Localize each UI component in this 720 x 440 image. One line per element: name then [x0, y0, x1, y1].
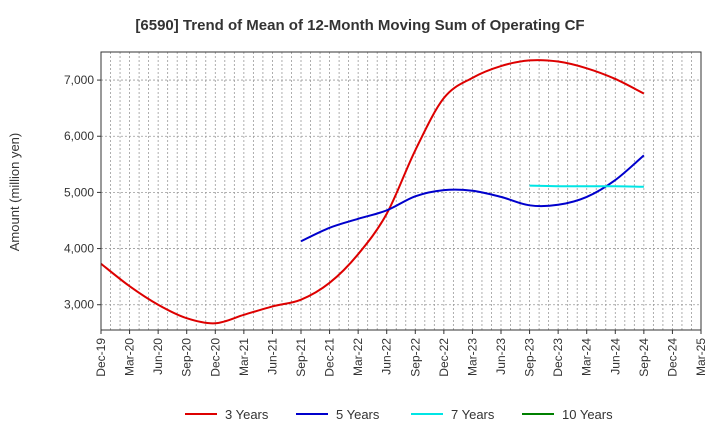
x-tick-label: Sep-22	[408, 338, 422, 377]
series-lines	[100, 59, 645, 325]
x-tick-label: Mar-21	[237, 338, 251, 376]
x-tick-label: Mar-25	[694, 338, 708, 376]
grid	[101, 52, 701, 330]
legend: 3 Years 5 Years 7 Years 10 Years	[185, 407, 613, 422]
x-tick-label: Dec-19	[94, 338, 108, 377]
x-tick-label: Dec-24	[665, 338, 679, 377]
legend-label: 5 Years	[336, 407, 380, 422]
legend-item-5-years: 5 Years	[296, 407, 380, 422]
legend-label: 7 Years	[451, 407, 495, 422]
legend-item-3-years: 3 Years	[185, 407, 269, 422]
y-tick-label: 7,000	[64, 73, 94, 87]
x-tick-label: Dec-23	[551, 338, 565, 377]
x-tick-label: Sep-24	[637, 338, 651, 377]
x-tick-label: Dec-20	[208, 338, 222, 377]
legend-item-10-years: 10 Years	[522, 407, 613, 422]
x-tick-label: Mar-22	[351, 338, 365, 376]
x-tick-label: Jun-23	[494, 338, 508, 375]
y-tick-label: 5,000	[64, 185, 94, 199]
legend-label: 3 Years	[225, 407, 269, 422]
y-tick-label: 4,000	[64, 242, 94, 256]
x-tick-label: Jun-21	[265, 338, 279, 375]
x-tick-label: Mar-20	[123, 338, 137, 376]
x-tick-label: Dec-22	[437, 338, 451, 377]
x-tick-label: Dec-21	[323, 338, 337, 377]
x-tick-label: Sep-23	[523, 338, 537, 377]
y-ticks: 3,000 4,000 5,000 6,000 7,000	[64, 73, 101, 312]
chart-title: [6590] Trend of Mean of 12-Month Moving …	[135, 17, 584, 34]
x-tick-label: Jun-20	[151, 338, 165, 375]
x-tick-label: Sep-20	[180, 338, 194, 377]
series-line-5-years	[300, 154, 645, 243]
plot-frame	[100, 51, 702, 331]
x-tick-label: Mar-24	[580, 338, 594, 376]
y-axis-label: Amount (million yen)	[7, 133, 22, 252]
y-tick-label: 6,000	[64, 129, 94, 143]
x-ticks: Dec-19 Mar-20 Jun-20 Sep-20 Dec-20 Mar-21 Jun-…	[94, 330, 708, 377]
x-tick-label: Jun-24	[608, 338, 622, 375]
series-line-7-years	[529, 184, 644, 188]
legend-item-7-years: 7 Years	[411, 407, 495, 422]
series-line-3-years	[100, 59, 645, 325]
x-tick-label: Jun-22	[380, 338, 394, 375]
legend-label: 10 Years	[562, 407, 613, 422]
x-tick-label: Sep-21	[294, 338, 308, 377]
x-tick-label: Mar-23	[465, 338, 479, 376]
y-tick-label: 3,000	[64, 298, 94, 312]
